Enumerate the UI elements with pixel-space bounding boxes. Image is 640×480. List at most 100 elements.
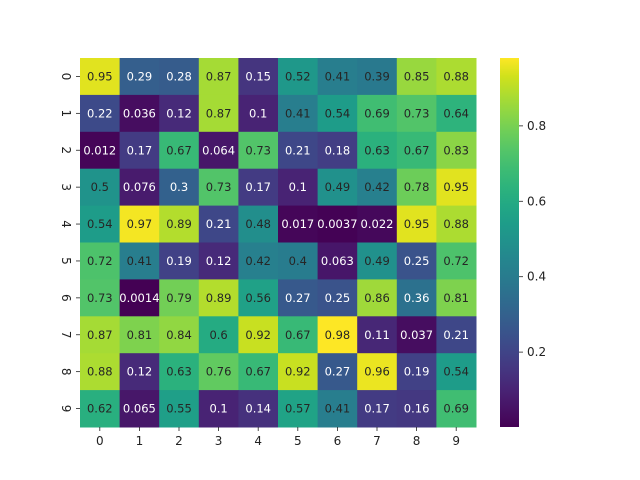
cell-value-label-5-7: 0.49 [364, 254, 390, 268]
cell-value-label-6-7: 0.86 [364, 291, 390, 305]
heatmap-cell-4-7 [357, 205, 398, 243]
cell-value-label-0-1: 0.29 [127, 69, 153, 83]
cell-value-label-0-2: 0.28 [166, 69, 192, 83]
cell-value-label-2-5: 0.21 [285, 143, 311, 157]
cell-value-label-1-8: 0.73 [404, 106, 430, 120]
heatmap-cell-4-5 [278, 205, 319, 243]
y-axis: 0 1 2 3 4 5 6 7 8 9 [59, 73, 80, 412]
heatmap-cell-3-4 [238, 168, 279, 207]
heatmap-cell-8-6 [317, 353, 358, 391]
heatmap-cell-1-7 [357, 94, 398, 133]
y-tick-label-4: 4 [59, 220, 73, 228]
cell-value-label-1-2: 0.12 [166, 106, 192, 120]
cell-value-label-4-5: 0.017 [281, 217, 314, 231]
heatmap-cell-3-6 [317, 168, 358, 207]
heatmap-cell-7-0 [80, 316, 121, 354]
cell-value-label-3-9: 0.95 [443, 180, 469, 194]
cell-value-label-4-4: 0.48 [245, 217, 271, 231]
heatmap-cell-5-1 [119, 242, 160, 280]
cell-value-label-7-4: 0.92 [245, 328, 271, 342]
cell-value-label-6-8: 0.36 [404, 291, 430, 305]
heatmap-cell-4-3 [198, 205, 239, 243]
heatmap-cell-9-1 [119, 390, 160, 428]
cell-value-label-6-6: 0.25 [325, 291, 351, 305]
heatmap-cell-0-9 [436, 58, 477, 96]
cell-value-label-8-2: 0.63 [166, 365, 192, 379]
cell-value-label-4-0: 0.54 [87, 217, 113, 231]
cell-value-label-7-9: 0.21 [443, 328, 469, 342]
heatmap-cell-2-9 [436, 131, 477, 170]
heatmap-cell-0-4 [238, 58, 279, 96]
cell-value-label-7-8: 0.037 [400, 328, 433, 342]
cell-value-label-2-9: 0.83 [443, 143, 469, 157]
heatmap-cell-1-3 [198, 94, 239, 133]
heatmap-cell-8-7 [357, 353, 398, 391]
cell-value-label-8-8: 0.19 [404, 365, 430, 379]
heatmap-cell-2-4 [238, 131, 279, 170]
cell-value-label-8-5: 0.92 [285, 365, 311, 379]
heatmap-cell-3-1 [119, 168, 160, 207]
cell-value-label-1-7: 0.69 [364, 106, 390, 120]
heatmap-cell-7-9 [436, 316, 477, 354]
heatmap-cell-2-8 [396, 131, 437, 170]
cell-value-label-7-5: 0.67 [285, 328, 311, 342]
heatmap-cell-2-1 [119, 131, 160, 170]
cell-value-label-6-1: 0.0014 [119, 291, 159, 305]
cell-value-label-2-8: 0.67 [404, 143, 430, 157]
cell-value-label-5-1: 0.41 [127, 254, 153, 268]
y-tick-label-0: 0 [59, 73, 73, 81]
y-tick-label-3: 3 [59, 183, 73, 191]
x-axis: 0 1 2 3 4 5 6 7 8 9 [96, 427, 460, 448]
cell-value-label-8-4: 0.67 [245, 365, 271, 379]
cell-value-label-0-9: 0.88 [443, 69, 469, 83]
heatmap-cell-5-9 [436, 242, 477, 280]
cell-value-label-3-5: 0.1 [289, 180, 307, 194]
cell-value-label-5-2: 0.19 [166, 254, 192, 268]
cell-value-label-1-5: 0.41 [285, 106, 311, 120]
heatmap-cell-1-6 [317, 94, 358, 133]
cell-value-label-0-8: 0.85 [404, 69, 430, 83]
y-tick-label-6: 6 [59, 294, 73, 302]
heatmap-cell-6-3 [198, 279, 239, 317]
heatmap-cell-6-6 [317, 279, 358, 317]
cell-value-label-8-1: 0.12 [127, 365, 153, 379]
heatmap-cell-9-7 [357, 390, 398, 428]
cell-value-label-9-9: 0.69 [443, 402, 469, 416]
x-tick-label-9: 9 [452, 434, 460, 448]
cell-value-label-4-1: 0.97 [127, 217, 153, 231]
heatmap-cell-4-1 [119, 205, 160, 243]
colorbar-gradient [500, 58, 519, 427]
heatmap-cell-0-7 [357, 58, 398, 96]
cell-value-label-2-1: 0.17 [127, 143, 153, 157]
colorbar-tick-label-0: 0.2 [527, 345, 546, 359]
heatmap-cell-labels: 0.95 0.29 0.28 0.87 0.15 0.52 0.41 0.39 0.85 0.88… [83, 69, 469, 415]
heatmap-cell-7-6 [317, 316, 358, 354]
heatmap-cell-0-1 [119, 58, 160, 96]
heatmap-cell-6-8 [396, 279, 437, 317]
cell-value-label-1-3: 0.87 [206, 106, 232, 120]
cell-value-label-6-2: 0.79 [166, 291, 192, 305]
heatmap-cell-3-5 [278, 168, 319, 207]
cell-value-label-3-3: 0.73 [206, 180, 232, 194]
heatmap-cell-4-6 [317, 205, 358, 243]
heatmap-cell-8-5 [278, 353, 319, 391]
cell-value-label-8-0: 0.88 [87, 365, 113, 379]
x-tick-label-3: 3 [215, 434, 223, 448]
heatmap-cell-5-7 [357, 242, 398, 280]
heatmap-cell-8-3 [198, 353, 239, 391]
heatmap-cell-2-5 [278, 131, 319, 170]
heatmap-cell-0-8 [396, 58, 437, 96]
heatmap-cell-4-9 [436, 205, 477, 243]
cell-value-label-0-4: 0.15 [245, 69, 271, 83]
cell-value-label-0-3: 0.87 [206, 69, 232, 83]
heatmap-cell-6-5 [278, 279, 319, 317]
heatmap-cell-6-0 [80, 279, 121, 317]
heatmap-cells [80, 58, 477, 428]
heatmap-cell-6-9 [436, 279, 477, 317]
heatmap-cell-9-4 [238, 390, 279, 428]
cell-value-label-3-8: 0.78 [404, 180, 430, 194]
cell-value-label-0-6: 0.41 [325, 69, 351, 83]
cell-value-label-4-6: 0.0037 [317, 217, 357, 231]
heatmap-cell-8-1 [119, 353, 160, 391]
